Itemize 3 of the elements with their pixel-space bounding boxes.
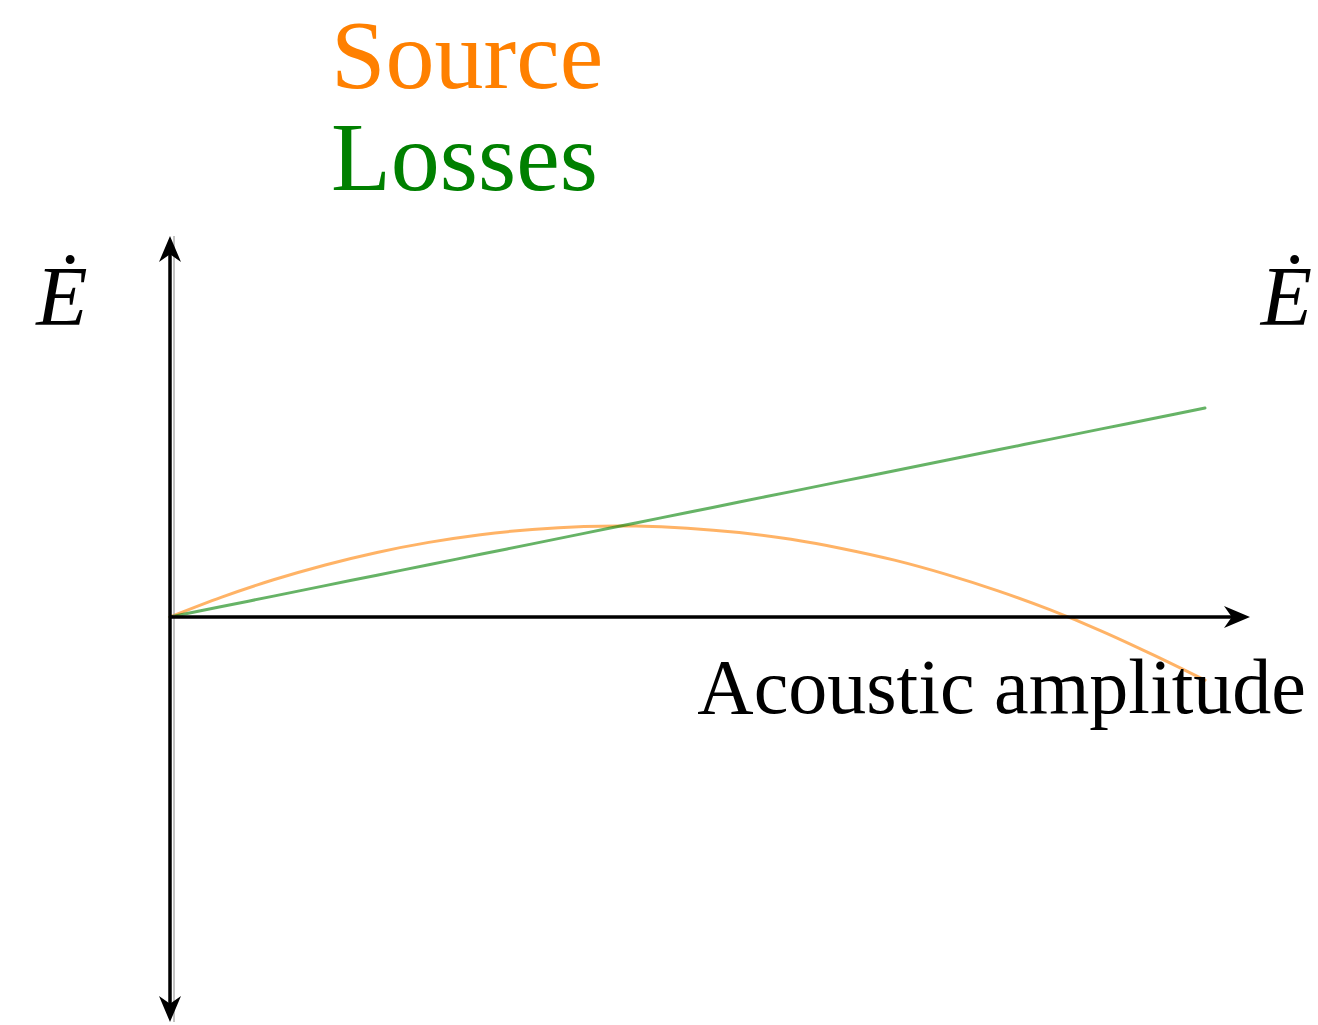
y-axis-title: Ė (35, 250, 88, 343)
x-axis-title: Acoustic amplitude (697, 643, 1306, 730)
y2-axis-title: Ė (1259, 250, 1312, 343)
